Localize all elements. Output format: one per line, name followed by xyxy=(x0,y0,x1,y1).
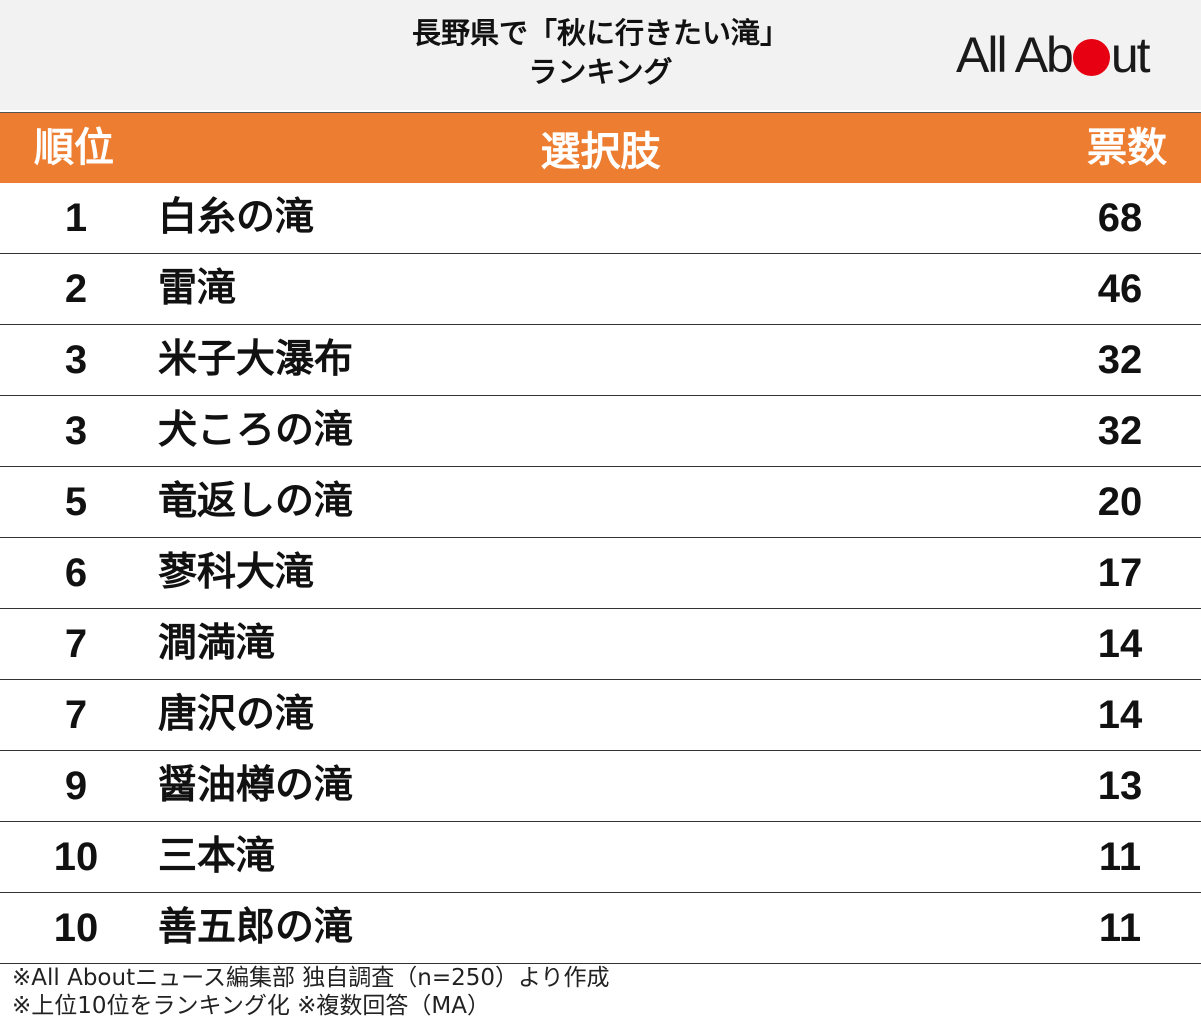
all-about-logo: All Ab ut xyxy=(956,27,1151,83)
table-row: 7 澗満滝 14 xyxy=(0,609,1201,680)
votes-cell: 20 xyxy=(1097,480,1143,524)
rank-cell: 7 xyxy=(64,693,88,737)
chart-title: 長野県で「秋に行きたい滝」 ランキング xyxy=(0,14,1201,92)
rank-cell: 5 xyxy=(64,480,88,524)
table-row: 10 善五郎の滝 11 xyxy=(0,893,1201,964)
table-row: 2 雷滝 46 xyxy=(0,254,1201,325)
column-header-choice: 選択肢 xyxy=(540,129,661,175)
rank-cell: 10 xyxy=(53,835,99,879)
rank-cell: 7 xyxy=(64,622,88,666)
choice-cell: 澗満滝 xyxy=(158,621,276,666)
votes-cell: 46 xyxy=(1097,267,1143,311)
table-row: 9 醤油樽の滝 13 xyxy=(0,751,1201,822)
votes-cell: 11 xyxy=(1098,835,1142,879)
column-header-votes: 票数 xyxy=(1087,125,1167,171)
header-banner: 長野県で「秋に行きたい滝」 ランキング All Ab ut xyxy=(0,0,1201,110)
title-line-2: ランキング xyxy=(528,55,673,89)
choice-cell: 犬ころの滝 xyxy=(158,408,354,453)
table-row: 6 蓼科大滝 17 xyxy=(0,538,1201,609)
choice-cell: 竜返しの滝 xyxy=(158,479,354,524)
footnotes: ※All Aboutニュース編集部 独自調査（n=250）より作成 ※上位10位… xyxy=(12,964,610,1020)
table-row: 3 米子大瀑布 32 xyxy=(0,325,1201,396)
choice-cell: 醤油樽の滝 xyxy=(158,763,354,808)
rank-cell: 1 xyxy=(64,196,88,240)
ranking-table: 1 白糸の滝 68 2 雷滝 46 3 米子大瀑布 32 3 犬ころの滝 32 5 竜返しの滝 20 6 蓼科大… xyxy=(0,183,1201,964)
choice-cell: 白糸の滝 xyxy=(158,195,315,240)
rank-cell: 3 xyxy=(64,409,88,453)
votes-cell: 68 xyxy=(1097,196,1143,240)
rank-cell: 3 xyxy=(64,338,88,382)
rank-cell: 10 xyxy=(53,906,99,950)
rank-cell: 9 xyxy=(64,764,88,808)
choice-cell: 三本滝 xyxy=(158,834,276,879)
votes-cell: 32 xyxy=(1097,409,1143,453)
logo-text-end: ut xyxy=(1110,27,1151,83)
table-row: 7 唐沢の滝 14 xyxy=(0,680,1201,751)
table-row: 10 三本滝 11 xyxy=(0,822,1201,893)
footnote-source: ※All Aboutニュース編集部 独自調査（n=250）より作成 xyxy=(12,965,610,991)
choice-cell: 雷滝 xyxy=(158,266,237,311)
rank-cell: 2 xyxy=(64,267,88,311)
table-row: 5 竜返しの滝 20 xyxy=(0,467,1201,538)
table-row: 1 白糸の滝 68 xyxy=(0,183,1201,254)
votes-cell: 14 xyxy=(1097,693,1143,737)
logo-text-start: All Ab xyxy=(956,27,1074,83)
choice-cell: 唐沢の滝 xyxy=(158,692,315,737)
title-line-1: 長野県で「秋に行きたい滝」 xyxy=(411,16,789,50)
votes-cell: 32 xyxy=(1097,338,1143,382)
choice-cell: 善五郎の滝 xyxy=(158,905,354,950)
table-row: 3 犬ころの滝 32 xyxy=(0,396,1201,467)
logo-red-dot-icon xyxy=(1072,39,1110,76)
footnote-method: ※上位10位をランキング化 ※複数回答（MA） xyxy=(12,993,491,1019)
votes-cell: 17 xyxy=(1097,551,1143,595)
choice-cell: 蓼科大滝 xyxy=(158,550,315,595)
rank-cell: 6 xyxy=(64,551,88,595)
votes-cell: 14 xyxy=(1097,622,1143,666)
column-header-rank: 順位 xyxy=(34,125,114,171)
table-header: 順位 選択肢 票数 xyxy=(0,112,1201,183)
choice-cell: 米子大瀑布 xyxy=(158,337,354,382)
votes-cell: 11 xyxy=(1098,906,1142,950)
votes-cell: 13 xyxy=(1097,764,1143,808)
